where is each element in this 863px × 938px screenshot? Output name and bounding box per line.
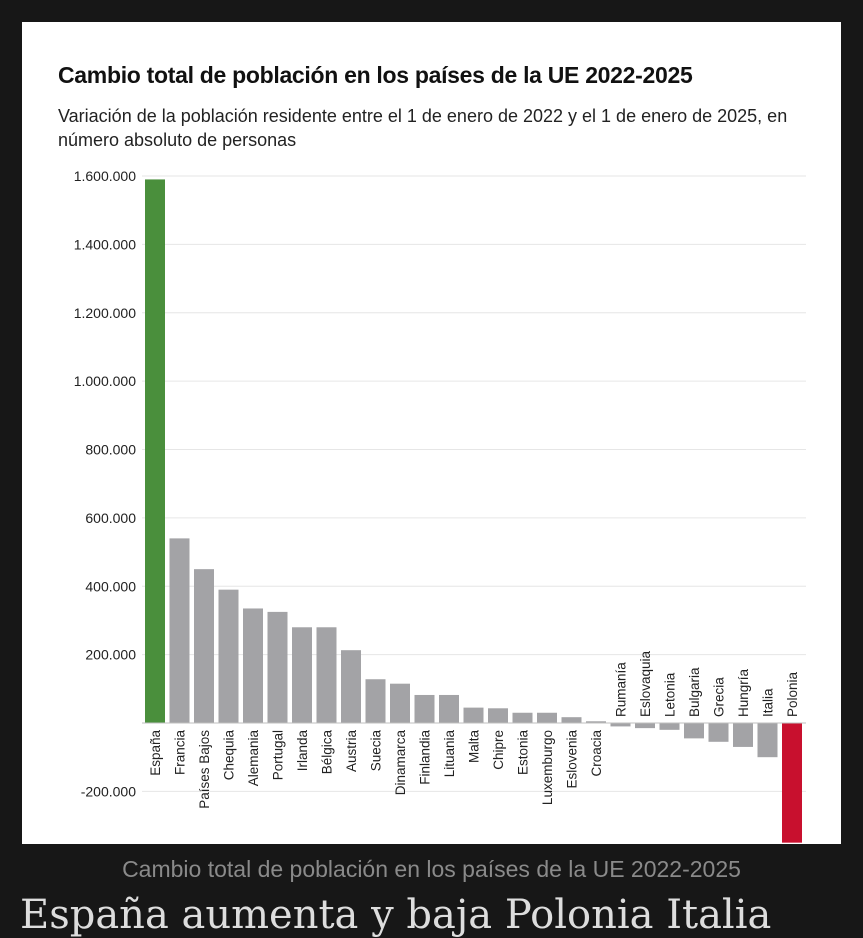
x-category-label: Hungría (736, 668, 751, 717)
bar-grecia (708, 723, 729, 742)
x-category-label: Luxemburgo (540, 730, 555, 805)
y-tick-label: -200.000 (81, 783, 136, 799)
x-category-label: Malta (467, 730, 482, 764)
x-category-label: Dinamarca (393, 730, 408, 796)
bar-austria (341, 650, 361, 723)
y-tick-label: 1.000.000 (74, 373, 136, 389)
cropped-headline: España aumenta y baja Polonia Italia (20, 892, 772, 938)
chart-card: Cambio total de población en los países … (22, 22, 841, 844)
bar-dinamarca (390, 683, 410, 723)
bar-países-bajos (194, 569, 214, 723)
chart-title: Cambio total de población en los países … (58, 62, 693, 88)
bar-lituania (439, 694, 459, 723)
x-category-label: Países Bajos (197, 730, 212, 809)
x-category-label: Lituania (442, 730, 457, 778)
bar-españa (145, 179, 165, 723)
bar-chart: -200.000 200.000 400.000 600.000 800.000 1.00… (74, 168, 806, 843)
x-category-label: Italia (761, 688, 776, 717)
y-tick-label: 1.400.000 (74, 236, 136, 252)
bar-malta (463, 707, 484, 723)
bar-letonia (659, 723, 680, 730)
x-category-label: Polonia (785, 671, 800, 717)
x-category-label: Francia (173, 730, 188, 776)
y-tick-label: 200.000 (85, 647, 136, 663)
x-category-label: Finlandia (418, 730, 433, 785)
bar-chequia (218, 589, 239, 723)
bar-portugal (267, 611, 288, 723)
bar-italia (757, 723, 778, 758)
x-category-label: Alemania (246, 730, 261, 787)
bar-bulgaria (684, 723, 704, 739)
bar-eslovaquia (635, 723, 655, 729)
bar-estonia (512, 712, 533, 723)
y-tick-label: 800.000 (85, 442, 136, 458)
y-tick-label: 1.600.000 (74, 168, 136, 184)
bar-suecia (365, 679, 386, 723)
bar-irlanda (292, 627, 312, 723)
y-tick-label: 400.000 (85, 578, 136, 594)
x-category-label: Eslovenia (565, 730, 580, 789)
x-category-label: Grecia (712, 677, 727, 717)
x-category-label: Letonia (663, 672, 678, 717)
x-category-label: Portugal (271, 730, 286, 780)
x-category-label: España (148, 730, 163, 776)
x-category-label: Rumanía (614, 662, 629, 717)
y-tick-label: 600.000 (85, 510, 136, 526)
x-category-label: Bulgaria (687, 667, 702, 717)
x-category-label: Croacia (589, 730, 604, 777)
y-tick-label: 1.200.000 (74, 305, 136, 321)
bar-luxemburgo (537, 712, 557, 723)
bar-francia (169, 538, 190, 723)
x-category-label: Bélgica (320, 730, 335, 775)
x-category-label: Estonia (516, 730, 531, 776)
bar-hungría (733, 723, 753, 747)
x-category-label: Irlanda (295, 730, 310, 772)
bar-alemania (243, 608, 263, 723)
bar-croacia (586, 721, 606, 723)
bar-bélgica (316, 627, 337, 723)
image-caption: Cambio total de población en los países … (122, 856, 741, 882)
bar-finlandia (414, 694, 435, 723)
bar-polonia (782, 723, 802, 843)
x-category-label: Chipre (491, 730, 506, 770)
x-category-label: Chequia (222, 730, 237, 781)
x-category-label: Austria (344, 730, 359, 773)
bar-chipre (488, 708, 508, 723)
bar-rumanía (610, 723, 631, 727)
bar-eslovenia (561, 717, 582, 723)
x-category-label: Eslovaquia (638, 650, 653, 717)
chart-subtitle: Variación de la población residente entr… (58, 106, 788, 150)
x-category-label: Suecia (369, 730, 384, 772)
